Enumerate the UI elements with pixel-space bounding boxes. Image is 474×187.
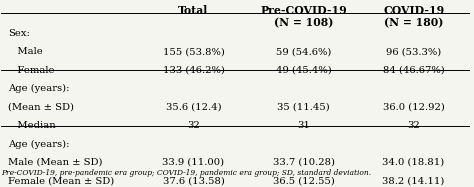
Text: 33.7 (10.28): 33.7 (10.28) xyxy=(273,158,335,167)
Text: Sex:: Sex: xyxy=(9,29,30,38)
Text: 33.9 (11.00): 33.9 (11.00) xyxy=(163,158,225,167)
Text: (Mean ± SD): (Mean ± SD) xyxy=(9,102,74,112)
Text: COVID-19
(N = 180): COVID-19 (N = 180) xyxy=(383,5,444,29)
Text: 59 (54.6%): 59 (54.6%) xyxy=(276,47,331,56)
Text: Male: Male xyxy=(9,47,43,56)
Text: 84 (46.67%): 84 (46.67%) xyxy=(383,66,445,75)
Text: Male (Mean ± SD): Male (Mean ± SD) xyxy=(9,158,103,167)
Text: Median: Median xyxy=(9,121,56,130)
Text: 35 (11.45): 35 (11.45) xyxy=(277,102,330,112)
Text: Pre-COVID-19
(N = 108): Pre-COVID-19 (N = 108) xyxy=(260,5,347,29)
Text: 133 (46.2%): 133 (46.2%) xyxy=(163,66,224,75)
Text: 38.2 (14.11): 38.2 (14.11) xyxy=(383,177,445,186)
Text: 34.0 (18.81): 34.0 (18.81) xyxy=(383,158,445,167)
Text: Age (years):: Age (years): xyxy=(9,84,70,93)
Text: 35.6 (12.4): 35.6 (12.4) xyxy=(165,102,221,112)
Text: Female: Female xyxy=(9,66,55,75)
Text: Total: Total xyxy=(178,5,209,16)
Text: 32: 32 xyxy=(407,121,420,130)
Text: Age (years):: Age (years): xyxy=(9,140,70,149)
Text: 49 (45.4%): 49 (45.4%) xyxy=(276,66,331,75)
Text: 31: 31 xyxy=(297,121,310,130)
Text: 96 (53.3%): 96 (53.3%) xyxy=(386,47,441,56)
Text: 155 (53.8%): 155 (53.8%) xyxy=(163,47,224,56)
Text: Female (Mean ± SD): Female (Mean ± SD) xyxy=(9,177,115,186)
Text: 37.6 (13.58): 37.6 (13.58) xyxy=(163,177,224,186)
Text: 36.0 (12.92): 36.0 (12.92) xyxy=(383,102,445,112)
Text: 32: 32 xyxy=(187,121,200,130)
Text: Pre-COVID-19, pre-pandemic era group; COVID-19, pandemic era group; SD, standard: Pre-COVID-19, pre-pandemic era group; CO… xyxy=(1,169,372,177)
Text: 36.5 (12.55): 36.5 (12.55) xyxy=(273,177,335,186)
